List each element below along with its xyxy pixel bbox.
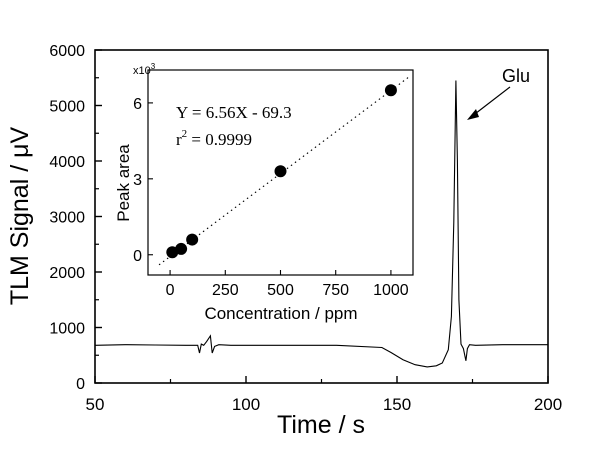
main-plot-frame bbox=[94, 49, 549, 384]
main-y-tick-label: 1000 bbox=[49, 321, 85, 338]
fit-r-squared: r2 = 0.9999 bbox=[176, 128, 252, 149]
inset-y-tick-label: 6 bbox=[133, 96, 142, 113]
main-y-tick-label: 3000 bbox=[49, 210, 85, 227]
inset-data-point bbox=[274, 165, 287, 178]
inset-data-point bbox=[186, 233, 199, 246]
inset-x-tick-label: 250 bbox=[212, 282, 239, 299]
main-x-axis-label: Time / s bbox=[277, 411, 365, 439]
inset-x-tick-label: 500 bbox=[267, 282, 294, 299]
inset-x-tick-label: 1000 bbox=[373, 282, 409, 299]
fit-equation: Y = 6.56X - 69.3 bbox=[176, 103, 292, 122]
inset-data-point bbox=[384, 84, 397, 97]
main-y-tick-label: 2000 bbox=[49, 265, 85, 282]
r-squared-value: = 0.9999 bbox=[187, 130, 252, 149]
main-y-tick-label: 0 bbox=[76, 376, 85, 393]
inset-y-axis-label: Peak area bbox=[114, 144, 133, 222]
glu-arrow-head-icon bbox=[467, 109, 479, 120]
main-x-tick-label: 100 bbox=[232, 395, 260, 414]
inset-data-point bbox=[175, 242, 188, 255]
inset-x-tick-label: 0 bbox=[166, 282, 175, 299]
glu-annotation-label: Glu bbox=[502, 66, 530, 86]
inset-y-tick-label: 0 bbox=[133, 248, 142, 265]
main-y-tick-label: 4000 bbox=[49, 154, 85, 171]
inset-data-points bbox=[166, 84, 397, 259]
inset-x-tick-label: 750 bbox=[322, 282, 349, 299]
main-y-tick-label: 6000 bbox=[49, 43, 85, 60]
glu-annotation-arrow bbox=[470, 86, 511, 118]
inset-y-multiplier-base: x10 bbox=[133, 65, 151, 77]
inset-x-axis-label: Concentration / ppm bbox=[204, 304, 357, 323]
r-squared-symbol: r bbox=[176, 130, 182, 149]
inset-y-multiplier-exp: 3 bbox=[151, 62, 156, 71]
main-x-tick-label: 50 bbox=[86, 395, 105, 414]
inset-y-tick-label: 3 bbox=[133, 172, 142, 189]
main-x-tick-label: 150 bbox=[383, 395, 411, 414]
inset-axis-ticks: 0 250 500 750 1000 0 3 6 bbox=[133, 96, 409, 299]
main-y-axis-label: TLM Signal / μV bbox=[6, 126, 34, 305]
main-y-tick-label: 5000 bbox=[49, 99, 85, 116]
r-squared-exp: 2 bbox=[182, 128, 188, 140]
inset-y-multiplier: x103 bbox=[133, 62, 156, 77]
main-signal-line bbox=[94, 80, 548, 368]
main-x-tick-label: 200 bbox=[534, 395, 562, 414]
